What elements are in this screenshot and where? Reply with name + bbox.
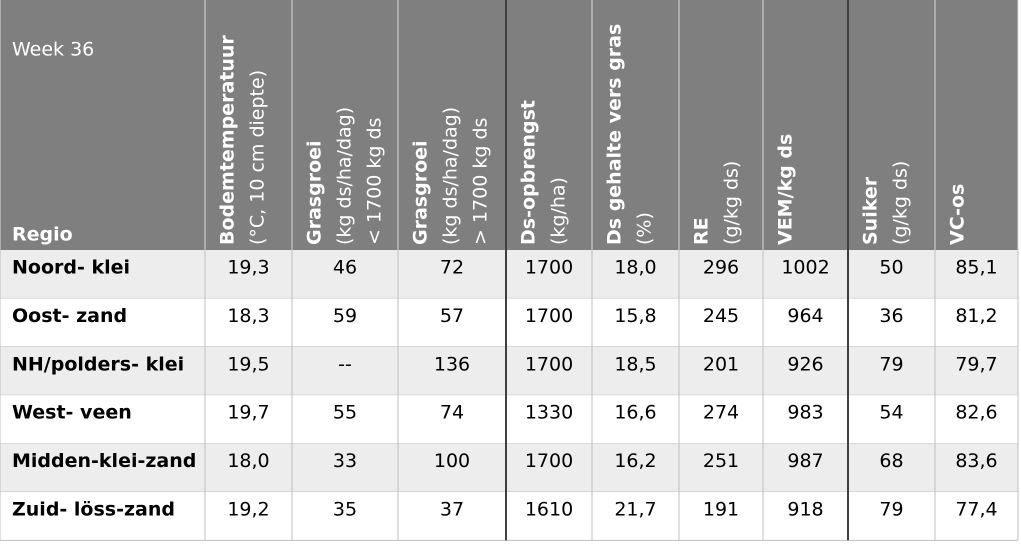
table-cell: 79,7 [955,353,997,375]
table-cell: 1002 [781,257,829,279]
column-subheader: (kg/ha) [548,177,570,245]
column-subheader: (g/kg ds) [890,161,912,245]
table-cell: 251 [703,450,739,472]
column-header: VEM/kg ds [775,134,797,245]
table-cell: -- [338,353,352,375]
table-cell: 37 [440,499,464,521]
table-cell: 19,5 [227,353,269,375]
region-cell: Oost- zand [12,305,127,327]
column-header: Grasgroei [410,140,432,245]
column-subheader: (°C, 10 cm diepte) [247,70,269,245]
table-cell: 1330 [525,402,573,424]
table-cell: 16,6 [614,402,656,424]
table-cell: 55 [333,402,357,424]
column-header: Ds gehalte vers gras [604,24,626,245]
table-cell: 245 [703,305,739,327]
table-cell: 1700 [525,353,573,375]
table-cell: 296 [703,257,739,279]
row-background [0,298,1018,347]
column-header: Regio [12,224,73,246]
table-cell: 19,2 [227,499,269,521]
table-cell: 191 [703,499,739,521]
table-cell: 19,7 [227,402,269,424]
table-cell: 33 [333,450,357,472]
column-subheader: (kg ds/ha/dag) [440,107,462,245]
table-cell: 35 [333,499,357,521]
region-cell: West- veen [12,402,132,424]
table-cell: 68 [879,450,903,472]
table-cell: 926 [787,353,823,375]
column-header: Grasgroei [304,140,326,245]
table-cell: 1700 [525,450,573,472]
column-header: Bodemtemperatuur [217,35,239,245]
table-cell: 100 [434,450,470,472]
table-cell: 18,3 [227,305,269,327]
table-cell: 964 [787,305,823,327]
table-cell: 72 [440,257,464,279]
table-cell: 18,0 [614,257,656,279]
table-cell: 918 [787,499,823,521]
column-header: Ds-opbrengst [518,100,540,245]
week-label: Week 36 [12,39,94,61]
region-cell: Noord- klei [12,257,130,279]
row-background [0,250,1018,299]
column-subheader: (kg ds/ha/dag) [334,107,356,245]
table-cell: 82,6 [955,402,997,424]
table-cell: 77,4 [955,499,997,521]
table-cell: 59 [333,305,357,327]
column-header: Suiker [860,176,882,245]
table-cell: 50 [879,257,903,279]
region-cell: NH/polders- klei [12,353,184,375]
table-cell: 1700 [525,257,573,279]
table-cell: 18,0 [227,450,269,472]
table-cell: 83,6 [955,450,997,472]
column-subheader: (%) [634,212,656,245]
table-cell: 21,7 [614,499,656,521]
column-subheader: > 1700 kg ds [470,118,492,245]
table-cell: 85,1 [955,257,997,279]
table-cell: 79 [879,499,903,521]
table-cell: 983 [787,402,823,424]
region-cell: Midden-klei-zand [12,450,196,472]
column-header: RE [691,217,713,245]
table-cell: 274 [703,402,739,424]
table-cell: 57 [440,305,464,327]
table-cell: 54 [879,402,903,424]
table-cell: 79 [879,353,903,375]
region-cell: Zuid- löss-zand [12,499,175,521]
column-subheader: (g/kg ds) [721,161,743,245]
table-cell: 15,8 [614,305,656,327]
table-cell: 987 [787,450,823,472]
table-cell: 74 [440,402,464,424]
table-cell: 46 [333,257,357,279]
table-cell: 19,3 [227,257,269,279]
table-cell: 1610 [525,499,573,521]
table-cell: 201 [703,353,739,375]
table-cell: 16,2 [614,450,656,472]
column-subheader: < 1700 kg ds [364,118,386,245]
table-cell: 1700 [525,305,573,327]
table-cell: 81,2 [955,305,997,327]
table-cell: 136 [434,353,470,375]
row-background [0,395,1018,444]
table-cell: 18,5 [614,353,656,375]
column-header: VC-os [947,184,969,245]
table-cell: 36 [879,305,903,327]
